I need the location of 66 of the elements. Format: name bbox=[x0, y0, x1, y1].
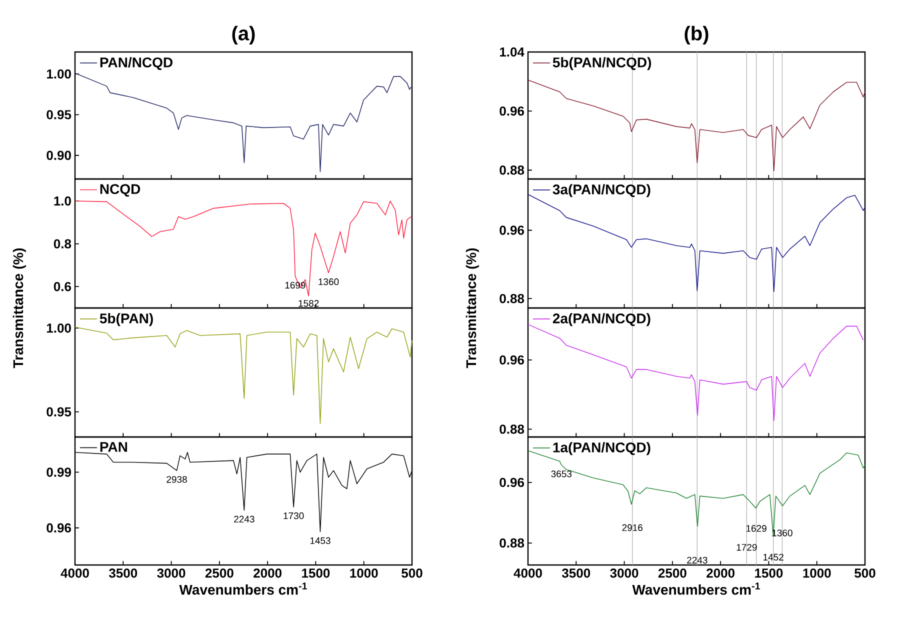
x-axis-title: Wavenumbers cm$^{-1}$ bbox=[632, 582, 760, 595]
line-series bbox=[74, 326, 412, 424]
line-series bbox=[74, 452, 412, 532]
legend-label: 2a(PAN/NCQD) bbox=[552, 313, 650, 326]
y-tick-label: 0.96 bbox=[500, 226, 524, 235]
legend-label: 3a(PAN/NCQD) bbox=[552, 184, 650, 198]
y-tick-label: 0.96 bbox=[500, 355, 524, 365]
annotation: 2243 bbox=[687, 556, 708, 564]
y-tick-label: 1.00 bbox=[46, 69, 71, 79]
x-tick-label: 4000 bbox=[514, 568, 542, 578]
x-tick-label: 3000 bbox=[610, 568, 638, 578]
x-tick-label: 2500 bbox=[658, 568, 686, 578]
legend-label: 5b(PAN) bbox=[100, 313, 153, 326]
x-tick-label: 4000 bbox=[60, 568, 89, 578]
x-axis-title: Wavenumbers cm$^{-1}$ bbox=[179, 582, 307, 595]
annotation: 2243 bbox=[234, 516, 254, 522]
x-tick-label: 2000 bbox=[254, 568, 282, 578]
x-tick-label: 2000 bbox=[706, 568, 734, 578]
y-tick-label: 1.0 bbox=[54, 196, 71, 206]
y-tick-label: 0.99 bbox=[46, 468, 71, 477]
y-axis-title: Transmittance (%) bbox=[466, 248, 479, 368]
y-tick-label: 0.95 bbox=[46, 110, 72, 120]
annotation: 1729 bbox=[736, 544, 757, 551]
annotation: 2916 bbox=[622, 524, 643, 532]
x-tick-label: 3500 bbox=[108, 568, 138, 578]
y-tick-label: 0.96 bbox=[46, 523, 71, 532]
y-tick-label: 0.96 bbox=[500, 106, 524, 116]
annotation: 1360 bbox=[318, 278, 339, 286]
y-tick-label: 0.88 bbox=[500, 538, 524, 548]
annotation: 1582 bbox=[298, 300, 319, 307]
x-tick-label: 500 bbox=[402, 568, 422, 578]
y-tick-label: 1.04 bbox=[500, 47, 524, 57]
y-tick-label: 0.6 bbox=[54, 282, 71, 292]
y-tick-label: 1.00 bbox=[46, 323, 71, 333]
annotation: 1730 bbox=[284, 512, 304, 520]
chart-title: (b) bbox=[684, 26, 708, 44]
annotation: 1629 bbox=[746, 525, 766, 532]
line-series bbox=[74, 200, 412, 296]
legend-label: PAN bbox=[100, 442, 128, 452]
annotation: 3653 bbox=[551, 470, 572, 478]
legend-label: 1a(PAN/NCQD) bbox=[553, 442, 650, 456]
line-series bbox=[528, 80, 866, 172]
y-tick-label: 0.88 bbox=[500, 424, 524, 434]
y-tick-label: 0.90 bbox=[46, 150, 71, 160]
x-tick-label: 1000 bbox=[803, 568, 831, 578]
legend-label: 5b(PAN/NCQD) bbox=[552, 57, 652, 70]
y-tick-label: 0.95 bbox=[46, 407, 72, 416]
chart-title: (a) bbox=[232, 26, 255, 44]
x-tick-label: 500 bbox=[854, 568, 876, 578]
x-tick-label: 3500 bbox=[562, 568, 590, 578]
x-tick-label: 1500 bbox=[302, 568, 330, 578]
annotation: 2938 bbox=[166, 476, 187, 483]
annotation: 1453 bbox=[310, 537, 330, 544]
x-tick-label: 2500 bbox=[205, 568, 234, 578]
y-tick-label: 0.88 bbox=[500, 166, 524, 175]
x-tick-label: 3000 bbox=[157, 568, 186, 578]
y-tick-label: 0.96 bbox=[500, 478, 524, 488]
y-tick-label: 0.8 bbox=[54, 239, 72, 248]
legend-label: NCQD bbox=[100, 184, 140, 197]
y-axis-title: Transmittance (%) bbox=[12, 248, 26, 368]
legend-label: PAN/NCQD bbox=[100, 57, 172, 70]
x-tick-label: 1000 bbox=[350, 568, 378, 578]
x-tick-label: 1500 bbox=[755, 568, 783, 578]
line-series bbox=[74, 72, 412, 172]
annotation: 1452 bbox=[763, 554, 784, 561]
y-tick-label: 0.88 bbox=[500, 294, 524, 304]
